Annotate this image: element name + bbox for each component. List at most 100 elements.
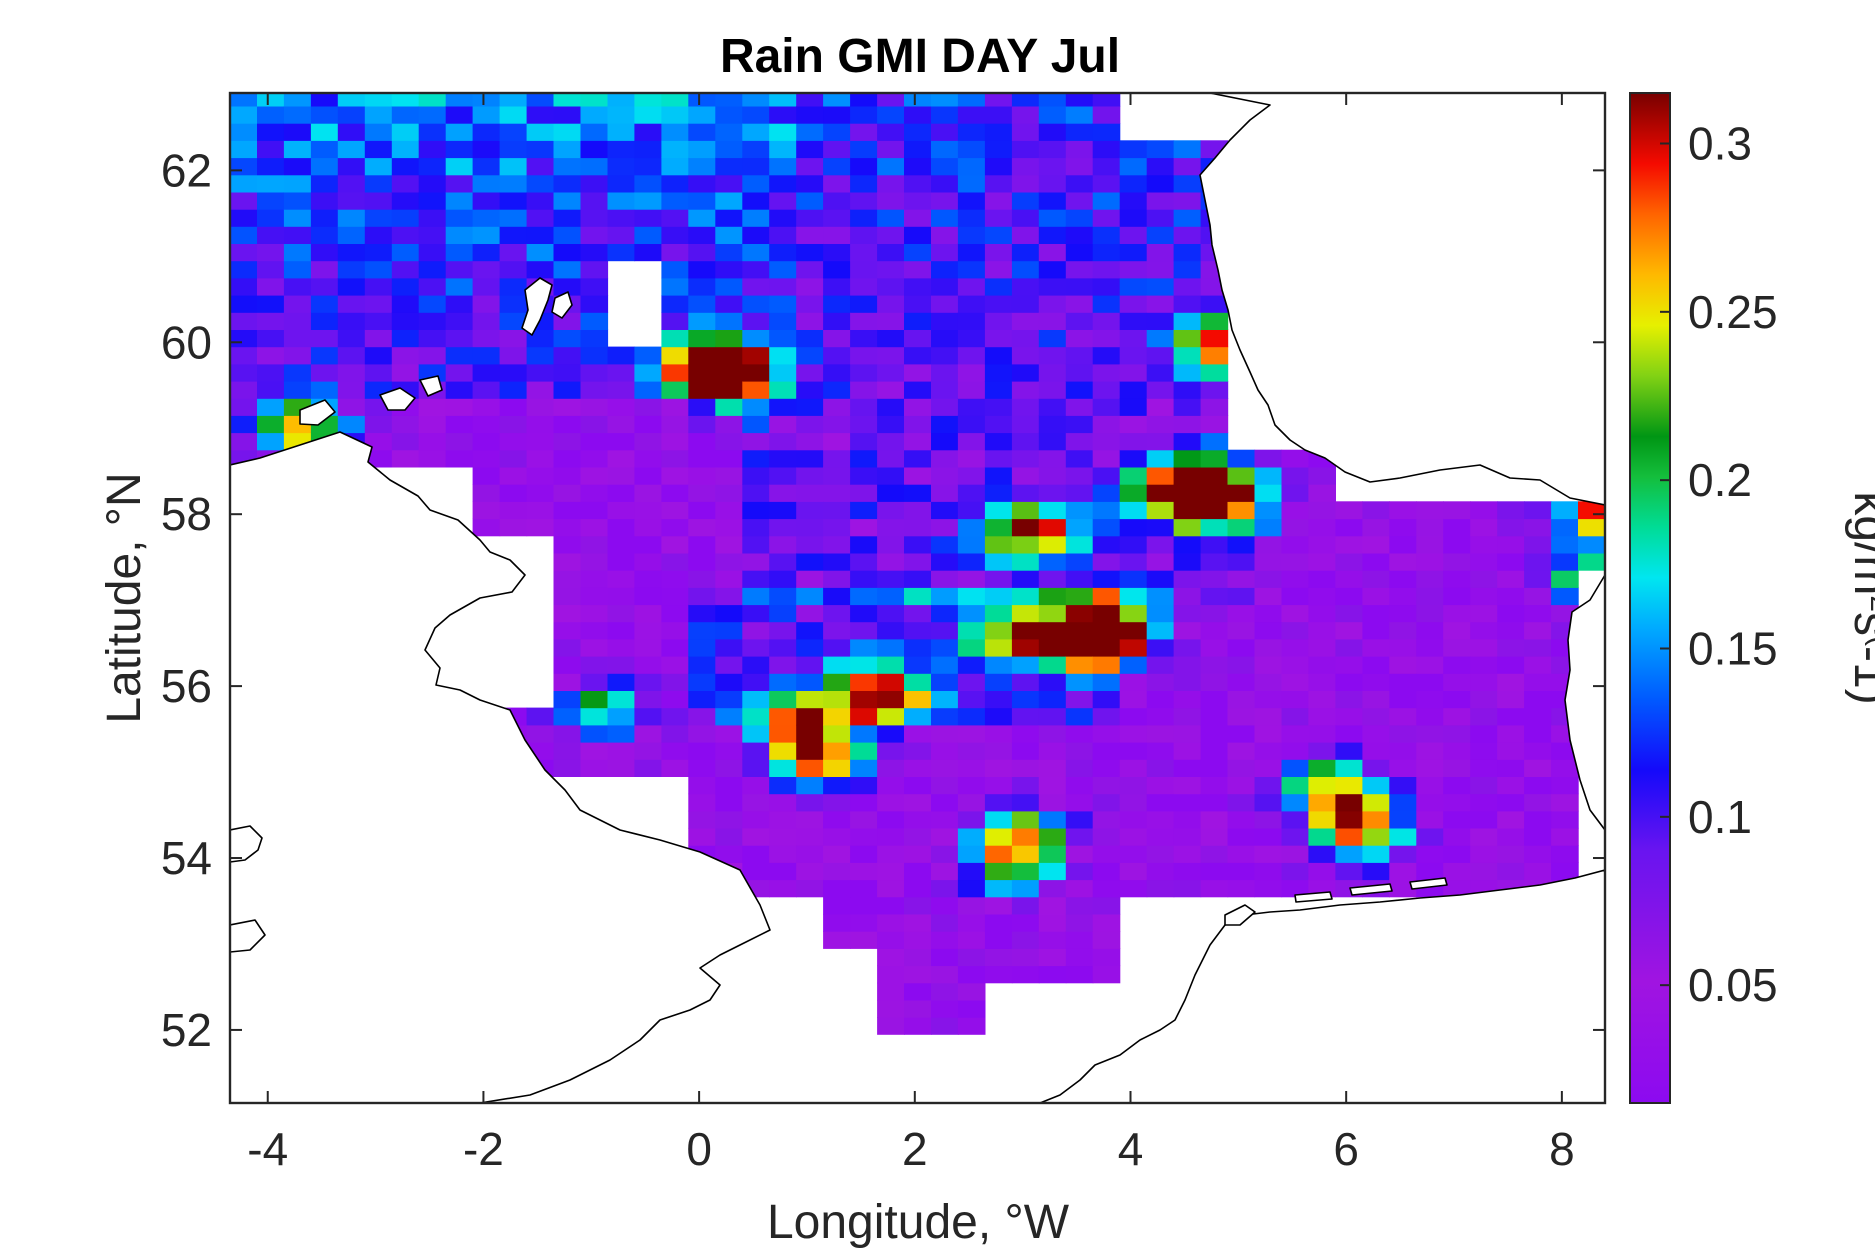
heatmap-cell	[1551, 535, 1579, 554]
heatmap-cell	[391, 432, 420, 451]
heatmap-cell	[715, 638, 743, 657]
heatmap-cell	[1011, 295, 1040, 313]
heatmap-cell	[1200, 535, 1229, 554]
heatmap-cell	[877, 913, 905, 932]
heatmap-cell	[1011, 570, 1040, 588]
heatmap-cell	[1011, 638, 1040, 657]
heatmap-cell	[850, 896, 878, 915]
heatmap-cell	[877, 346, 905, 365]
heatmap-cell	[472, 191, 501, 210]
heatmap-cell	[984, 449, 1013, 468]
heatmap-cell	[1065, 862, 1094, 881]
heatmap-cell	[850, 621, 878, 640]
heatmap-cell	[661, 295, 689, 313]
heatmap-cell	[1119, 398, 1148, 416]
heatmap-cell	[984, 759, 1013, 777]
heatmap-cell	[553, 432, 582, 451]
colorbar-gradient	[1630, 93, 1670, 1103]
heatmap-cell	[1443, 827, 1471, 846]
heatmap-cell	[257, 381, 285, 399]
heatmap-cell	[957, 329, 986, 348]
heatmap-cell	[1200, 449, 1229, 468]
heatmap-cell	[1011, 312, 1040, 330]
heatmap-cell	[957, 346, 986, 365]
heatmap-cell	[661, 191, 689, 210]
heatmap-cell	[769, 724, 797, 743]
heatmap-cell	[607, 209, 636, 227]
heatmap-cell	[931, 982, 959, 1001]
heatmap-cell	[661, 346, 689, 365]
heatmap-cell	[931, 879, 959, 898]
heatmap-cell	[850, 105, 878, 124]
heatmap-cell	[742, 243, 770, 262]
heatmap-cell	[931, 329, 959, 348]
heatmap-cell	[1146, 518, 1175, 537]
heatmap-cell	[1011, 604, 1040, 623]
heatmap-cell	[1389, 776, 1417, 795]
heatmap-cell	[1524, 501, 1552, 520]
heatmap-cell	[1227, 621, 1256, 640]
heatmap-cell	[257, 209, 285, 227]
heatmap-cell	[1497, 535, 1525, 554]
heatmap-cell	[742, 501, 770, 520]
heatmap-cell	[742, 587, 770, 606]
heatmap-cell	[823, 484, 851, 502]
heatmap-cell	[1470, 690, 1498, 709]
heatmap-cell	[1011, 965, 1040, 984]
heatmap-cell	[1038, 432, 1067, 451]
heatmap-cell	[931, 484, 959, 502]
landmass-denmark	[1564, 574, 1605, 831]
heatmap-cell	[472, 93, 501, 107]
heatmap-cell	[1281, 759, 1310, 777]
heatmap-cell	[1389, 742, 1417, 760]
heatmap-cell	[1335, 845, 1363, 863]
heatmap-cell	[1335, 810, 1363, 829]
heatmap-cell	[1524, 638, 1552, 657]
heatmap-cell	[984, 913, 1013, 932]
heatmap-cell	[1524, 690, 1552, 709]
heatmap-cell	[742, 140, 770, 159]
heatmap-cell	[1335, 587, 1363, 606]
heatmap-cell	[1092, 707, 1121, 726]
heatmap-cell	[742, 105, 770, 124]
colorbar-label-exp: 2	[1865, 595, 1875, 612]
heatmap-cell	[1011, 105, 1040, 124]
heatmap-cell	[1254, 845, 1283, 863]
heatmap-cell	[1497, 518, 1525, 537]
heatmap-cell	[553, 415, 582, 434]
heatmap-cell	[823, 415, 851, 434]
heatmap-cell	[580, 552, 609, 571]
heatmap-cell	[1443, 673, 1471, 691]
heatmap-cell	[1011, 157, 1040, 176]
heatmap-cell	[1254, 742, 1283, 760]
heatmap-cell	[310, 295, 339, 313]
heatmap-cell	[850, 260, 878, 279]
heatmap-cell	[1092, 363, 1121, 382]
x-tick-label: -2	[463, 1123, 504, 1175]
heatmap-cell	[1254, 862, 1283, 881]
heatmap-cell	[1092, 466, 1121, 485]
heatmap-cell	[445, 105, 474, 124]
heatmap-cell	[257, 243, 285, 262]
heatmap-cell	[931, 587, 959, 606]
heatmap-cell	[1443, 724, 1471, 743]
heatmap-cell	[391, 226, 420, 244]
heatmap-cell	[957, 466, 986, 485]
heatmap-cell	[1065, 827, 1094, 846]
heatmap-cell	[742, 398, 770, 416]
heatmap-cell	[257, 93, 285, 107]
heatmap-cell	[1362, 845, 1390, 863]
heatmap-cell	[661, 638, 689, 657]
heatmap-cell	[634, 191, 662, 210]
heatmap-cell	[1254, 793, 1283, 812]
heatmap-cell	[1200, 879, 1229, 898]
heatmap-cell	[984, 965, 1013, 984]
heatmap-cell	[1200, 363, 1229, 382]
heatmap-cell	[1038, 123, 1067, 141]
heatmap-cell	[796, 260, 824, 279]
heatmap-cell	[850, 759, 878, 777]
heatmap-cell	[1254, 776, 1283, 795]
heatmap-cell	[230, 105, 258, 124]
heatmap-cell	[445, 312, 474, 330]
